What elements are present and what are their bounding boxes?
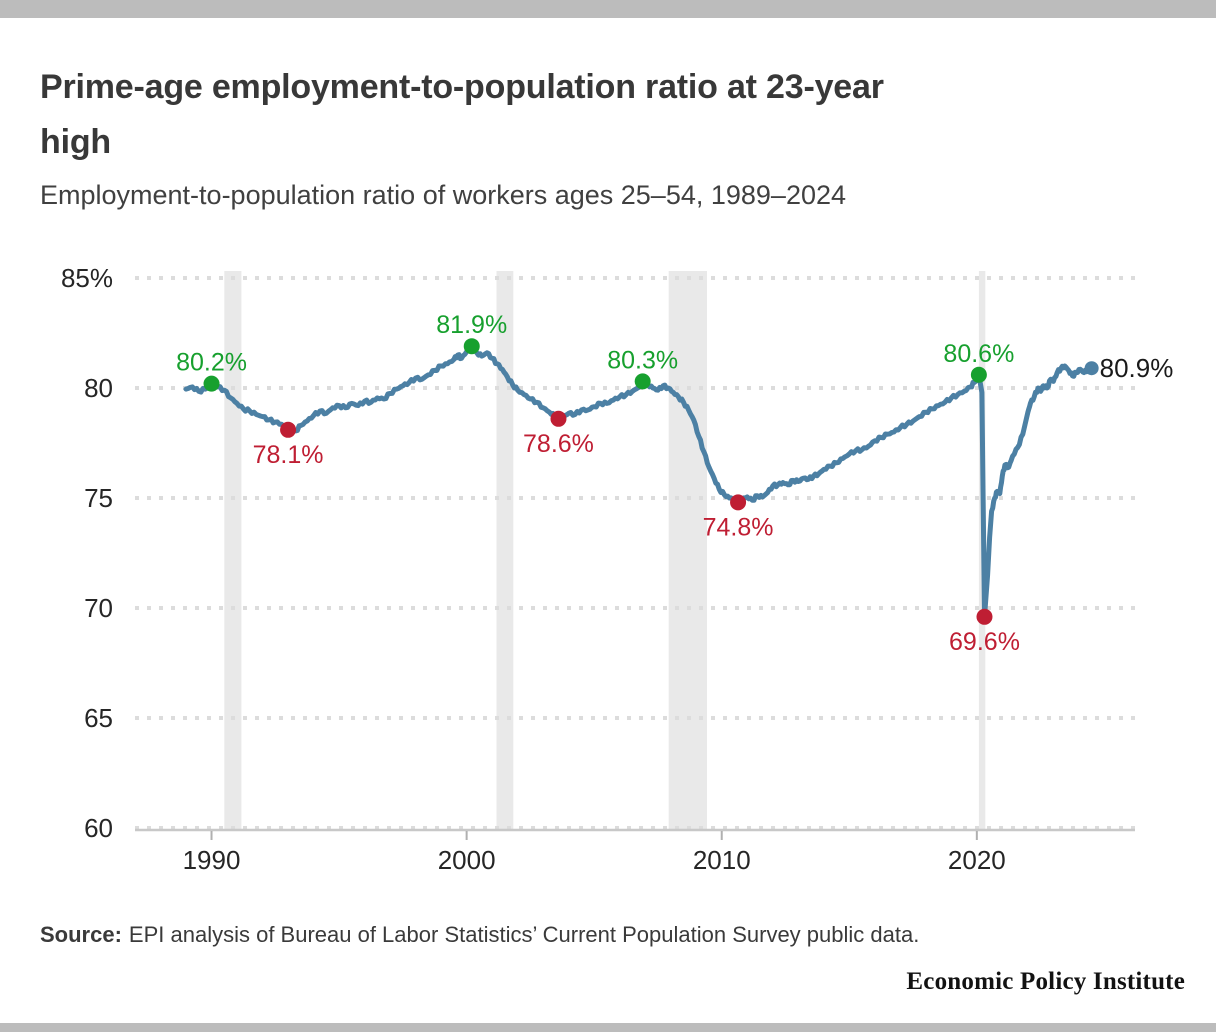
y-tick-label: 75 bbox=[84, 483, 113, 513]
trough-label: 74.8% bbox=[703, 513, 774, 541]
end-dot bbox=[1084, 361, 1099, 376]
recession-band bbox=[496, 271, 514, 829]
trough-dot bbox=[976, 608, 993, 625]
source-label: Source: bbox=[40, 922, 122, 947]
peak-label: 81.9% bbox=[436, 311, 507, 339]
epi-wordmark: Economic Policy Institute bbox=[906, 968, 1185, 995]
top-border-bar bbox=[0, 0, 1216, 18]
x-tick-label: 1990 bbox=[183, 845, 241, 875]
recession-band bbox=[224, 271, 242, 829]
trough-dot bbox=[280, 421, 297, 438]
source-text: EPI analysis of Bureau of Labor Statisti… bbox=[128, 922, 920, 947]
bottom-border-bar bbox=[0, 1023, 1216, 1032]
peak-dot bbox=[970, 366, 987, 383]
page-title: Prime-age employment-to-population ratio… bbox=[40, 60, 1160, 170]
x-tick-label: 2010 bbox=[693, 845, 751, 875]
peak-dot bbox=[203, 375, 220, 392]
peak-label: 80.3% bbox=[607, 346, 678, 374]
trough-dot bbox=[550, 410, 567, 427]
chart-subtitle: Employment-to-population ratio of worker… bbox=[40, 180, 847, 210]
y-tick-label: 65 bbox=[84, 703, 113, 733]
trough-label: 69.6% bbox=[949, 628, 1020, 656]
peak-dot bbox=[634, 373, 651, 390]
recession-band bbox=[668, 271, 707, 829]
trough-dot bbox=[730, 494, 747, 511]
y-tick-label: 70 bbox=[84, 593, 113, 623]
peak-dot bbox=[463, 338, 480, 355]
source-note: Source: EPI analysis of Bureau of Labor S… bbox=[40, 922, 1180, 948]
trough-label: 78.1% bbox=[253, 441, 324, 469]
page-title-line-2: high bbox=[40, 123, 111, 161]
y-tick-label: 85% bbox=[61, 263, 113, 293]
x-tick-label: 2000 bbox=[438, 845, 496, 875]
trough-label: 78.6% bbox=[523, 430, 594, 458]
peak-label: 80.6% bbox=[943, 340, 1014, 368]
x-tick-label: 2020 bbox=[948, 845, 1006, 875]
epop-line bbox=[183, 343, 1095, 620]
y-tick-label: 60 bbox=[84, 813, 113, 843]
end-value-label: 80.9% bbox=[1100, 353, 1174, 383]
peak-label: 80.2% bbox=[176, 349, 247, 377]
y-tick-label: 80 bbox=[84, 373, 113, 403]
page-title-line-1: Prime-age employment-to-population ratio… bbox=[40, 68, 884, 106]
